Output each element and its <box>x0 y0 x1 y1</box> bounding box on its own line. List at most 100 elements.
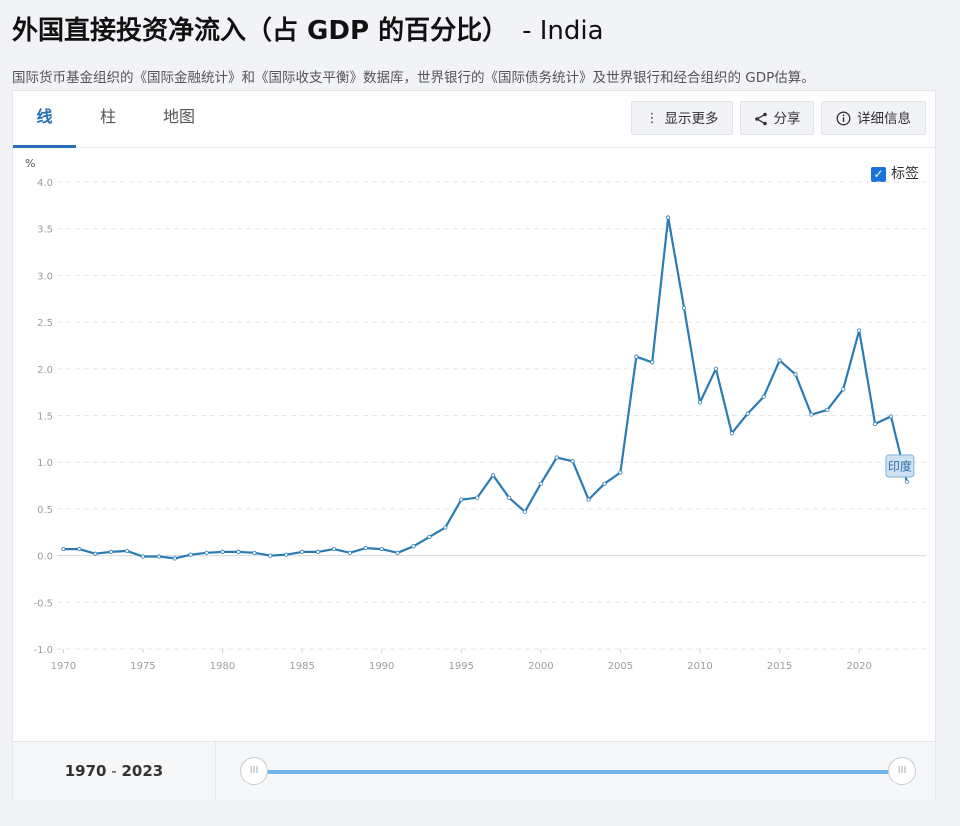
data-point <box>411 544 416 549</box>
series-label: 印度 <box>888 459 912 474</box>
y-tick-label: 1.0 <box>37 458 53 469</box>
data-point <box>109 549 114 554</box>
data-point <box>252 550 257 555</box>
info-icon <box>836 102 851 136</box>
data-point <box>475 495 480 500</box>
details-label: 详细信息 <box>857 111 911 127</box>
checkbox-checked-icon: ✓ <box>871 166 886 182</box>
data-point <box>490 473 496 478</box>
data-point <box>284 552 289 557</box>
y-tick-label: 0.0 <box>37 552 53 563</box>
x-tick-label: 2020 <box>846 661 871 672</box>
data-point <box>888 414 894 419</box>
tab-map[interactable]: 地图 <box>162 107 195 126</box>
share-button[interactable]: 分享 <box>740 101 814 135</box>
share-label: 分享 <box>773 111 801 127</box>
data-point <box>443 525 448 530</box>
range-start: 1970 <box>64 762 107 780</box>
data-point <box>697 400 703 405</box>
more-vertical-icon: ⋮ <box>645 111 659 126</box>
y-tick-label: 3.0 <box>37 271 53 282</box>
source-note: 国际货币基金组织的《国际金融统计》和《国际收支平衡》数据库，世界银行的《国际债务… <box>12 70 815 86</box>
y-tick-label: 2.0 <box>37 365 53 376</box>
data-point <box>188 552 193 557</box>
data-point <box>713 366 719 371</box>
year-range-label: 1970 - 2023 <box>13 742 216 800</box>
data-point <box>602 481 607 486</box>
data-point <box>904 479 910 484</box>
data-point <box>841 387 846 392</box>
y-tick-label: 1.5 <box>37 412 53 423</box>
year-range-bar: 1970 - 2023 III III <box>13 741 935 800</box>
data-point <box>172 556 177 561</box>
data-point <box>793 372 798 377</box>
data-point <box>204 550 209 555</box>
x-tick-label: 1990 <box>369 661 394 672</box>
x-tick-label: 1975 <box>130 661 155 672</box>
data-point <box>522 509 528 514</box>
show-more-button[interactable]: ⋮ 显示更多 <box>631 101 733 135</box>
country-name: - India <box>522 16 604 46</box>
x-tick-label: 1985 <box>289 661 314 672</box>
page-title: 外国直接投资净流入（占 GDP 的百分比） - India <box>12 10 604 47</box>
data-point <box>650 360 655 365</box>
data-point <box>761 394 766 399</box>
data-point <box>236 549 241 554</box>
y-tick-label: 4.0 <box>37 178 53 189</box>
data-point <box>379 546 384 552</box>
year-slider-track[interactable] <box>253 770 901 774</box>
details-button[interactable]: 详细信息 <box>821 101 926 135</box>
labels-checkbox[interactable]: ✓ 标签 <box>871 163 919 183</box>
share-icon <box>754 102 768 136</box>
tab-line[interactable]: 线 <box>13 91 76 148</box>
x-tick-label: 1980 <box>210 661 235 672</box>
data-point <box>729 431 734 436</box>
data-point <box>220 549 225 554</box>
y-tick-label: 2.5 <box>37 318 53 329</box>
data-point <box>347 550 352 555</box>
x-tick-label: 2015 <box>767 661 792 672</box>
range-end: 2023 <box>121 762 164 780</box>
data-point <box>156 554 161 559</box>
data-point <box>666 215 671 220</box>
data-point <box>872 421 878 427</box>
slider-start-handle[interactable]: III <box>240 757 268 785</box>
tab-bar[interactable]: 柱 <box>99 107 116 126</box>
series-line <box>63 216 908 560</box>
data-point <box>570 459 575 464</box>
data-point <box>857 328 862 333</box>
y-tick-label: -0.5 <box>33 598 53 609</box>
view-tabs: 线 柱 地图 ⋮ 显示更多 分享 详细信息 <box>13 91 935 148</box>
data-point <box>809 412 814 417</box>
data-point <box>300 549 305 554</box>
show-more-label: 显示更多 <box>664 111 719 127</box>
x-tick-label: 2000 <box>528 661 553 672</box>
data-point <box>124 548 130 554</box>
data-point <box>93 551 98 556</box>
data-point <box>554 455 559 460</box>
slider-end-handle[interactable]: III <box>888 757 916 785</box>
y-tick-label: 3.5 <box>37 225 53 236</box>
x-tick-label: 2005 <box>608 661 633 672</box>
indicator-title: 外国直接投资净流入（占 GDP 的百分比） <box>12 16 509 46</box>
data-point <box>586 497 591 502</box>
data-point <box>777 358 782 363</box>
data-point <box>538 481 543 486</box>
y-axis-unit: % <box>25 157 35 170</box>
x-tick-label: 2010 <box>687 661 712 672</box>
x-tick-label: 1970 <box>51 661 76 672</box>
data-point <box>745 411 750 416</box>
chart-panel: 线 柱 地图 ⋮ 显示更多 分享 详细信息 ✓ 标签 -1.0 -0.5 0.0 0.5 1… <box>12 90 936 800</box>
data-point <box>618 470 623 475</box>
data-point <box>140 554 146 559</box>
data-point <box>506 495 512 500</box>
x-tick-label: 1995 <box>449 661 474 672</box>
data-point <box>634 354 639 359</box>
data-point <box>363 546 368 551</box>
data-point <box>331 546 337 552</box>
labels-checkbox-label: 标签 <box>891 166 919 182</box>
data-point <box>315 549 321 554</box>
range-separator: - <box>111 762 117 780</box>
data-point <box>825 407 830 412</box>
data-point <box>427 534 432 540</box>
